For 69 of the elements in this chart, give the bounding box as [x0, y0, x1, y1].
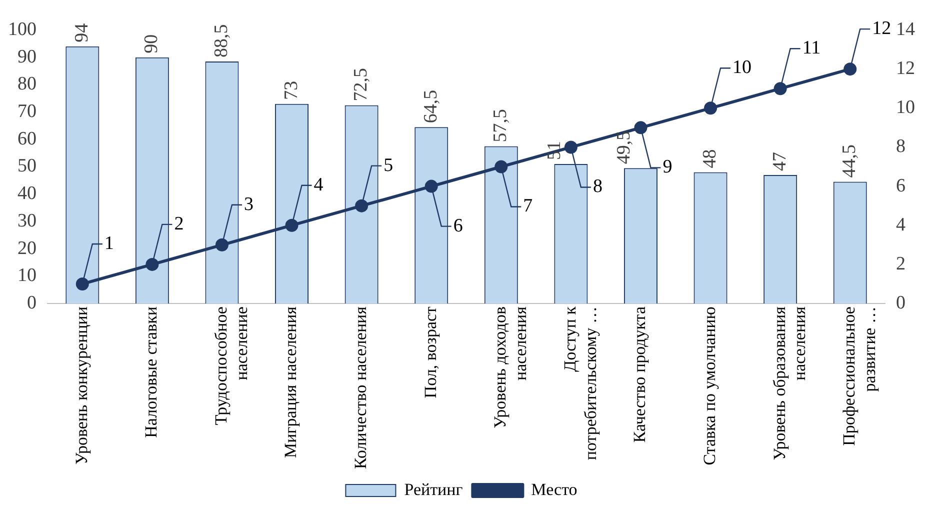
data-label: 48 [700, 149, 721, 168]
data-label: 72,5 [350, 68, 372, 102]
point [285, 218, 298, 232]
y2-tick-label: 12 [896, 58, 915, 80]
point [424, 180, 438, 193]
x-tick-label: Ставка по умолчанию [700, 306, 719, 466]
x-tick-label: Уровень конкуренции [72, 306, 91, 465]
data-label: 3 [244, 194, 254, 215]
x-tick-label: Миграция населения [281, 306, 300, 458]
data-label: 57,5 [490, 108, 512, 142]
data-label: 8 [592, 176, 602, 198]
y-tick-label: 100 [8, 18, 36, 40]
x-tick-label: Профессиональное развитие … [840, 306, 879, 446]
y2-tick-label: 8 [896, 136, 906, 158]
legend-label: Место [531, 480, 578, 499]
data-label: 6 [453, 215, 463, 236]
data-label: 49,5 [614, 130, 635, 164]
point [844, 62, 857, 76]
y2-tick-label: 6 [896, 175, 906, 196]
x-tick-label: Уровень образования населения [770, 306, 810, 460]
y-tick-label: 70 [18, 101, 36, 122]
point [146, 258, 159, 271]
x-tick-label: Пол, возраст [420, 306, 440, 398]
data-label: 2 [174, 213, 184, 234]
y-tick-label: 30 [18, 210, 36, 232]
legend-label: Рейтинг [404, 480, 463, 499]
point [355, 199, 368, 212]
y-tick-label: 20 [18, 238, 36, 259]
data-label: 47 [769, 152, 790, 171]
y-tick-label: 50 [18, 156, 36, 177]
data-label: 4 [314, 174, 324, 196]
point [704, 102, 718, 115]
x-tick-label: Налоговые ставки [142, 306, 161, 438]
point [564, 140, 578, 154]
data-label: 64,5 [420, 90, 442, 124]
data-label: 11 [802, 38, 821, 59]
x-tick-label: Количество населения [351, 306, 370, 470]
y-tick-label: 90 [18, 46, 36, 68]
data-label: 88,5 [210, 24, 232, 58]
point [774, 82, 787, 96]
point [215, 238, 228, 252]
y2-tick-label: 10 [896, 97, 915, 118]
x-tick-label: Трудоспособное население [211, 306, 251, 426]
y-tick-label: 0 [27, 292, 36, 314]
point [634, 121, 648, 134]
x-tick-label: Доступ к потребительскому … [560, 306, 600, 460]
data-label: 9 [662, 156, 672, 178]
y2-tick-label: 0 [896, 292, 906, 314]
data-label: 90 [141, 34, 162, 54]
point [494, 160, 508, 174]
point [76, 277, 89, 290]
x-tick-label: Качество продукта [630, 306, 650, 443]
y-tick-label: 80 [18, 74, 36, 95]
y2-tick-label: 14 [896, 18, 916, 40]
x-tick-label: Уровень доходов населения [490, 306, 530, 428]
data-label: 94 [71, 22, 92, 42]
y2-tick-label: 2 [896, 253, 906, 274]
data-label: 51 [544, 141, 565, 160]
y-tick-label: 10 [18, 265, 36, 286]
data-label: 44,5 [839, 144, 860, 178]
data-label: 1 [104, 232, 114, 254]
y-tick-label: 40 [18, 183, 36, 204]
y-tick-label: 60 [18, 128, 36, 150]
data-label: 7 [523, 196, 533, 217]
y2-tick-label: 4 [896, 214, 906, 236]
data-label: 73 [280, 80, 302, 100]
data-label: 12 [872, 18, 892, 40]
data-label: 10 [732, 57, 752, 78]
data-label: 5 [384, 154, 394, 176]
